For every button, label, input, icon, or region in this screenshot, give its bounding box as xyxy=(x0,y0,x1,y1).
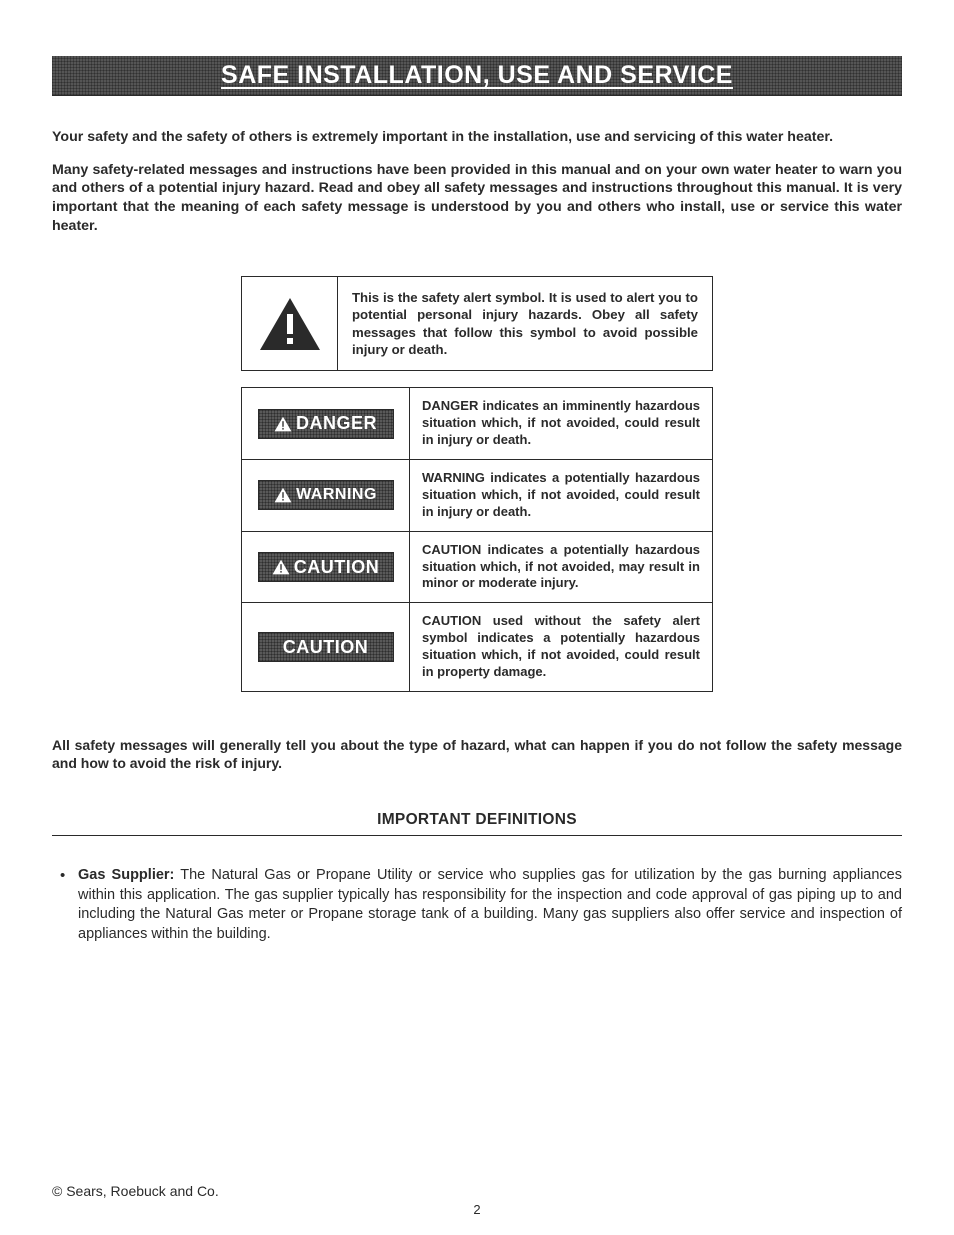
signal-word-label: WARNING xyxy=(296,486,377,504)
signal-word-label: DANGER xyxy=(296,413,377,434)
alert-symbol-block: This is the safety alert symbol. It is u… xyxy=(52,276,902,372)
signal-label-cell: CAUTION xyxy=(242,603,410,691)
alert-symbol-box: This is the safety alert symbol. It is u… xyxy=(241,276,713,372)
signal-word-box: WARNING xyxy=(258,480,394,510)
definition-term: Gas Supplier: xyxy=(78,867,174,883)
alert-triangle-icon xyxy=(274,416,292,432)
definitions-heading: IMPORTANT DEFINITIONS xyxy=(52,811,902,836)
alert-triangle-icon xyxy=(272,559,290,575)
signal-row: CAUTION CAUTION indicates a potentially h… xyxy=(242,531,712,603)
signal-word-box: DANGER xyxy=(258,409,394,439)
signal-word-table: DANGER DANGER indicates an imminently haz… xyxy=(52,387,902,692)
signal-label-cell: WARNING xyxy=(242,460,410,531)
alert-symbol-text: This is the safety alert symbol. It is u… xyxy=(338,277,712,371)
definition-item: Gas Supplier: The Natural Gas or Propane… xyxy=(66,866,902,945)
definitions-list: Gas Supplier: The Natural Gas or Propane… xyxy=(52,866,902,945)
signal-description: WARNING indicates a potentially hazardou… xyxy=(410,460,712,531)
definition-body: The Natural Gas or Propane Utility or se… xyxy=(78,867,902,942)
signal-label-cell: DANGER xyxy=(242,388,410,459)
post-table-paragraph: All safety messages will generally tell … xyxy=(52,736,902,773)
alert-triangle-icon xyxy=(258,296,322,352)
page-title: SAFE INSTALLATION, USE AND SERVICE xyxy=(221,61,733,90)
signal-word-box: CAUTION xyxy=(258,552,394,582)
signal-row: DANGER DANGER indicates an imminently haz… xyxy=(242,388,712,459)
alert-triangle-icon xyxy=(274,487,292,503)
signal-word-label: CAUTION xyxy=(283,637,369,658)
signal-description: CAUTION indicates a potentially hazardou… xyxy=(410,532,712,603)
signal-word-label: CAUTION xyxy=(294,557,380,578)
signal-label-cell: CAUTION xyxy=(242,532,410,603)
signal-description: DANGER indicates an imminently hazardous… xyxy=(410,388,712,459)
intro-paragraph-2: Many safety-related messages and instruc… xyxy=(52,161,902,236)
intro-paragraph-1: Your safety and the safety of others is … xyxy=(52,128,902,147)
signal-description: CAUTION used without the safety alert sy… xyxy=(410,603,712,691)
signal-row: WARNING WARNING indicates a potentially h… xyxy=(242,459,712,531)
alert-symbol-icon-cell xyxy=(242,277,338,371)
signal-word-box: CAUTION xyxy=(258,632,394,662)
signal-row: CAUTION CAUTION used without the safety a… xyxy=(242,602,712,691)
copyright-footer: © Sears, Roebuck and Co. xyxy=(52,1183,219,1199)
page-number: 2 xyxy=(0,1202,954,1217)
header-bar: SAFE INSTALLATION, USE AND SERVICE xyxy=(52,56,902,96)
